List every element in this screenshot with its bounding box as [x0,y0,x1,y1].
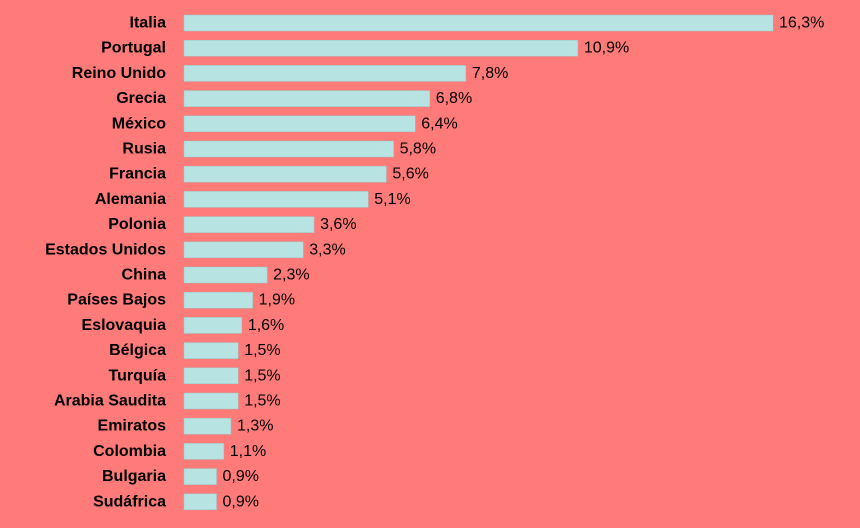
value-label: 3,3% [309,241,345,258]
bar [183,216,315,233]
bar [183,417,232,435]
bar [183,392,239,410]
value-label: 1,5% [244,342,280,359]
bar [183,443,224,460]
bar [183,468,217,485]
bar [183,241,304,259]
value-label: 1,3% [237,418,273,435]
bar [183,65,467,82]
category-label: Países Bajos [67,292,166,309]
category-label: Turquía [109,367,167,384]
category-label: Alemania [95,191,166,208]
value-label: 6,4% [421,115,457,132]
value-label: 2,3% [273,267,309,284]
value-label: 1,5% [244,393,280,410]
value-label: 0,9% [223,468,259,485]
category-label: Colombia [93,443,166,460]
category-label: Rusia [122,141,166,158]
bar [183,493,217,511]
category-label: Francia [109,166,166,183]
bar [183,266,268,284]
category-label: China [122,267,167,284]
value-label: 1,9% [259,292,295,309]
bar [183,90,430,107]
category-label: Arabia Saudita [54,393,166,410]
category-label: Grecia [116,90,166,107]
category-label: Sudáfrica [93,493,166,510]
value-label: 6,8% [436,90,472,107]
category-label: Emiratos [98,418,167,435]
category-label: Portugal [101,40,166,57]
category-label: Eslovaquia [82,317,167,334]
category-label: Bélgica [109,342,166,359]
value-label: 0,9% [223,493,259,510]
bar [183,191,369,208]
bar [183,115,416,133]
value-label: 3,6% [320,216,356,233]
category-label: Bulgaria [102,468,166,485]
value-label: 16,3% [779,15,824,32]
value-label: 1,1% [230,443,266,460]
category-label: Polonia [108,216,166,233]
bar [183,317,243,334]
value-label: 10,9% [584,40,629,57]
bar [183,39,579,57]
category-label: Reino Unido [72,65,166,82]
value-label: 5,8% [400,141,436,158]
value-label: 7,8% [472,65,508,82]
category-label: México [112,115,166,132]
value-label: 1,5% [244,367,280,384]
bar [183,367,239,385]
category-label: Estados Unidos [45,241,166,258]
bar [183,140,394,158]
category-label: Italia [130,15,167,32]
value-label: 1,6% [248,317,284,334]
value-label: 5,1% [374,191,410,208]
bar [183,342,239,359]
value-label: 5,6% [392,166,428,183]
bar [183,14,774,32]
bar [183,165,387,183]
bar [183,291,253,309]
